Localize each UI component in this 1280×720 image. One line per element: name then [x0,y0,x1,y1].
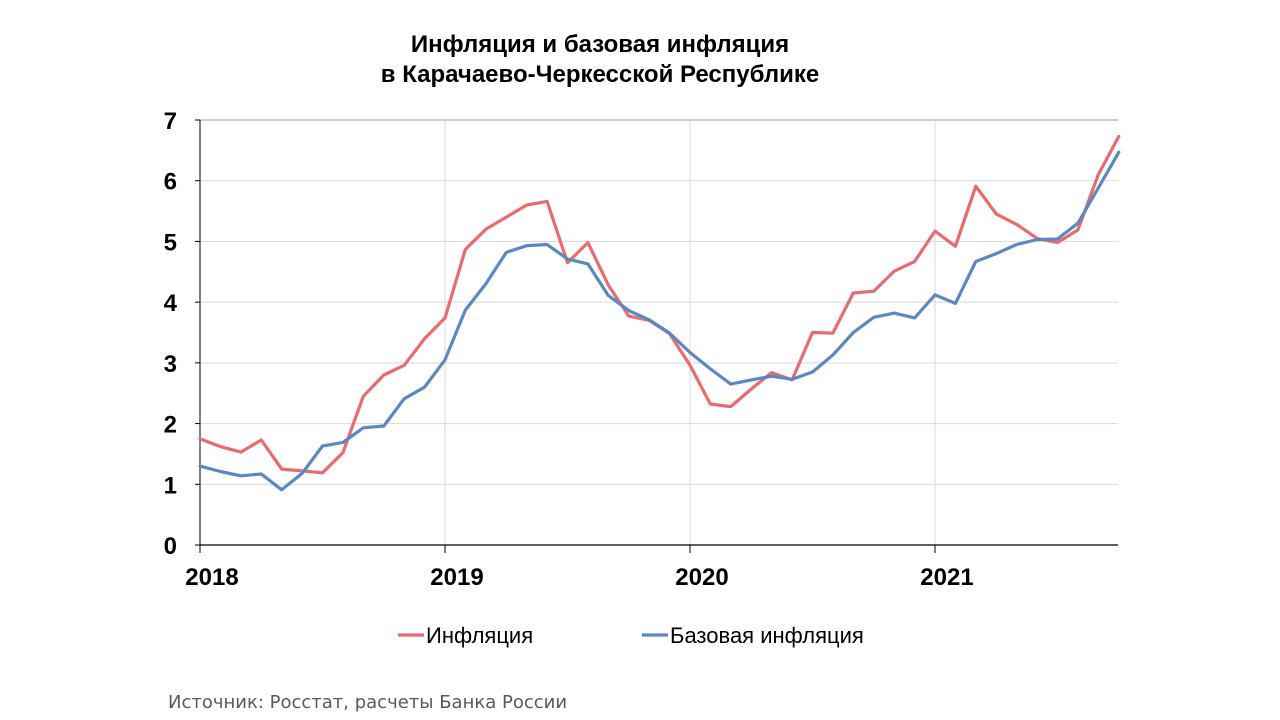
x-tick-label: 2018 [185,564,238,591]
y-tick-label: 3 [164,351,177,378]
chart-title-line-2: в Карачаево-Черкесской Республике [380,61,820,88]
y-tick-label: 7 [164,108,177,135]
y-tick-label: 5 [164,229,177,256]
source-note: Источник: Росстат, расчеты Банка России [168,692,568,713]
y-tick-label: 4 [164,290,178,317]
y-tick-label: 6 [164,169,177,196]
legend: Инфляция Базовая инфляция [398,623,864,648]
chart-title-line-1: Инфляция и базовая инфляция [410,31,790,58]
axes [195,119,1118,553]
legend-label: Базовая инфляция [670,623,864,648]
y-tick-label: 2 [164,412,177,439]
series-lines [198,134,1121,492]
series-line-inflation [198,134,1121,475]
legend-label: Инфляция [426,623,533,648]
y-tick-label: 1 [164,472,177,499]
y-tick-label: 0 [164,533,177,560]
x-tick-label: 2021 [920,564,973,591]
tick-labels: 0 1 2 3 4 5 6 7 2018 2019 2020 2021 [164,108,974,591]
x-tick-label: 2019 [430,564,483,591]
grid [200,119,1118,545]
chart-title: Инфляция и базовая инфляция в Карачаево-… [300,30,900,90]
x-tick-label: 2020 [675,564,728,591]
series-line-core-inflation [198,150,1121,492]
